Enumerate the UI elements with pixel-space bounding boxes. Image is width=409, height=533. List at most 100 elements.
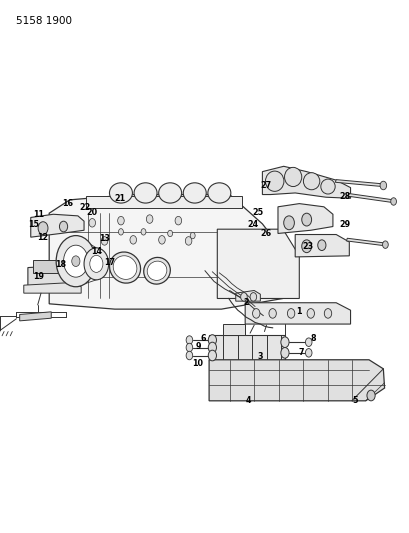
Circle shape <box>324 309 331 318</box>
Ellipse shape <box>109 183 132 203</box>
Ellipse shape <box>303 173 319 190</box>
Text: 10: 10 <box>192 359 203 368</box>
Circle shape <box>190 232 195 239</box>
Circle shape <box>72 256 80 266</box>
Ellipse shape <box>158 183 181 203</box>
Circle shape <box>175 216 181 225</box>
Text: 14: 14 <box>91 247 101 256</box>
Text: 13: 13 <box>99 234 110 243</box>
Circle shape <box>84 248 108 280</box>
Circle shape <box>280 348 288 358</box>
Text: 28: 28 <box>339 192 350 200</box>
Circle shape <box>38 222 48 235</box>
Ellipse shape <box>113 256 137 279</box>
Circle shape <box>268 309 276 318</box>
Circle shape <box>90 255 103 272</box>
Circle shape <box>305 349 311 357</box>
Ellipse shape <box>147 261 166 280</box>
Text: 21: 21 <box>114 194 125 203</box>
Circle shape <box>306 309 314 318</box>
Circle shape <box>101 237 108 245</box>
Text: 5: 5 <box>351 397 357 405</box>
Text: 7: 7 <box>298 349 303 357</box>
Text: 1: 1 <box>296 308 301 316</box>
Text: 15: 15 <box>28 221 39 229</box>
Text: 20: 20 <box>86 208 98 216</box>
Circle shape <box>117 216 124 225</box>
Circle shape <box>158 236 165 244</box>
Circle shape <box>382 241 387 248</box>
Text: 23: 23 <box>302 242 313 251</box>
Text: 22: 22 <box>79 204 91 212</box>
Text: 12: 12 <box>37 233 49 241</box>
Polygon shape <box>335 180 382 187</box>
Text: 18: 18 <box>55 261 66 269</box>
Circle shape <box>252 309 259 318</box>
Polygon shape <box>294 235 348 257</box>
Circle shape <box>89 219 95 227</box>
Polygon shape <box>24 282 81 293</box>
Circle shape <box>130 236 136 244</box>
Circle shape <box>301 240 311 253</box>
Circle shape <box>301 213 311 226</box>
Polygon shape <box>347 193 393 203</box>
Circle shape <box>390 198 396 205</box>
Text: 4: 4 <box>245 397 250 405</box>
Polygon shape <box>277 204 332 233</box>
Polygon shape <box>217 229 299 298</box>
Circle shape <box>208 342 216 353</box>
Text: 24: 24 <box>247 221 258 229</box>
Text: 16: 16 <box>62 199 73 208</box>
Polygon shape <box>31 214 84 237</box>
Polygon shape <box>346 238 384 246</box>
Polygon shape <box>223 324 245 335</box>
Text: 17: 17 <box>104 258 115 266</box>
Circle shape <box>283 216 294 230</box>
Polygon shape <box>20 312 51 321</box>
Polygon shape <box>49 195 282 309</box>
Text: 25: 25 <box>251 208 263 216</box>
Bar <box>86 196 241 208</box>
Text: 6: 6 <box>200 334 205 343</box>
Circle shape <box>141 229 146 235</box>
Text: 11: 11 <box>34 210 44 219</box>
Circle shape <box>366 390 374 401</box>
Ellipse shape <box>144 257 170 284</box>
Text: 19: 19 <box>34 272 44 280</box>
Circle shape <box>317 240 325 251</box>
Circle shape <box>186 343 192 352</box>
Bar <box>209 335 284 361</box>
Circle shape <box>240 293 247 301</box>
Polygon shape <box>28 265 67 287</box>
Ellipse shape <box>183 183 206 203</box>
Circle shape <box>186 351 192 360</box>
Text: 3: 3 <box>257 352 263 360</box>
Polygon shape <box>209 360 384 401</box>
Text: 26: 26 <box>259 229 271 238</box>
Text: 8: 8 <box>310 334 316 343</box>
Text: 2: 2 <box>243 298 248 307</box>
Bar <box>33 260 62 273</box>
Ellipse shape <box>207 183 230 203</box>
Circle shape <box>167 230 172 237</box>
Circle shape <box>305 338 311 346</box>
Text: 27: 27 <box>259 181 271 190</box>
Circle shape <box>118 229 123 235</box>
Text: 5158 1900: 5158 1900 <box>16 16 72 26</box>
Circle shape <box>63 245 88 277</box>
Circle shape <box>208 350 216 361</box>
Ellipse shape <box>109 252 140 283</box>
Circle shape <box>280 337 288 348</box>
Polygon shape <box>235 290 260 301</box>
Circle shape <box>287 309 294 318</box>
Polygon shape <box>262 166 350 198</box>
Ellipse shape <box>134 183 157 203</box>
Text: 9: 9 <box>196 342 201 351</box>
Circle shape <box>379 181 386 190</box>
Circle shape <box>59 221 67 232</box>
Circle shape <box>208 335 216 345</box>
Circle shape <box>186 336 192 344</box>
Circle shape <box>56 236 95 287</box>
Ellipse shape <box>284 167 301 187</box>
Circle shape <box>185 237 191 245</box>
